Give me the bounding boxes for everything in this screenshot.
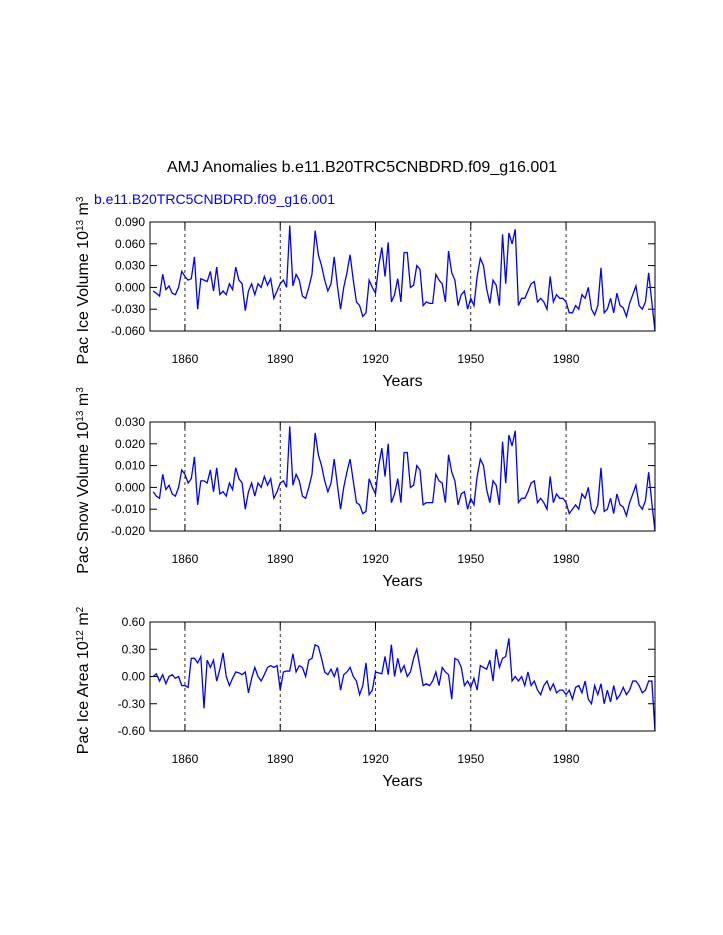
y-axis-label: Pac Ice Volume 1013 m3 xyxy=(75,196,93,364)
plot-frame xyxy=(149,421,656,532)
x-axis-label: Years xyxy=(382,773,422,790)
x-tick-label: 1890 xyxy=(267,752,294,766)
y-tick-label: 0.030 xyxy=(115,259,145,273)
x-tick-label: 1980 xyxy=(553,552,580,566)
x-tick-label: 1980 xyxy=(553,352,580,366)
x-tick-label: 1950 xyxy=(457,352,484,366)
y-tick-label: -0.060 xyxy=(111,324,145,338)
chart-title: AMJ Anomalies b.e11.B20TRC5CNBDRD.f09_g1… xyxy=(167,159,557,176)
chart-subtitle: b.e11.B20TRC5CNBDRD.f09_g16.001 xyxy=(94,191,335,207)
panel: 1860 1890 1920 1950 1980 0.090 0.060 0.030 0.000… xyxy=(75,196,656,390)
x-axis-label: Years xyxy=(382,573,422,590)
y-tick-label: 0.060 xyxy=(115,237,145,251)
x-tick-label: 1920 xyxy=(362,352,389,366)
y-tick-label: 0.60 xyxy=(122,615,146,629)
y-axis-label-part: 2 xyxy=(75,606,86,612)
data-line xyxy=(152,638,656,732)
y-axis-label: Pac Snow Volume 1013 m3 xyxy=(75,387,93,574)
y-axis-label-part: Pac Ice Area 10 xyxy=(75,641,92,754)
y-tick-label: 0.020 xyxy=(115,437,145,451)
x-tick-label: 1860 xyxy=(172,752,199,766)
y-tick-label: -0.010 xyxy=(111,502,145,516)
y-axis-label-part: 3 xyxy=(75,196,86,202)
y-tick-label: -0.030 xyxy=(111,302,145,316)
plot-frame xyxy=(149,621,656,732)
y-axis-label-part: m xyxy=(75,612,92,630)
y-tick-label: 0.30 xyxy=(122,642,146,656)
y-tick-label: 0.090 xyxy=(115,215,145,229)
x-tick-label: 1890 xyxy=(267,352,294,366)
x-tick-label: 1980 xyxy=(553,752,580,766)
data-line xyxy=(152,426,656,532)
y-axis-label-part: 13 xyxy=(75,410,86,422)
y-axis-label-part: m xyxy=(75,393,92,411)
y-axis-label: Pac Ice Area 1012 m2 xyxy=(75,606,93,754)
y-tick-label: 0.000 xyxy=(115,480,145,494)
y-tick-label: -0.60 xyxy=(118,724,146,738)
x-tick-label: 1920 xyxy=(362,752,389,766)
y-axis-label-part: m xyxy=(75,202,92,220)
x-axis-label: Years xyxy=(382,373,422,390)
panel: 1860 1890 1920 1950 1980 0.030 0.020 0.010 0.000… xyxy=(75,387,656,590)
y-tick-label: 0.030 xyxy=(115,415,145,429)
x-tick-label: 1860 xyxy=(172,352,199,366)
y-axis-label-part: Pac Ice Volume 10 xyxy=(75,231,92,365)
plot-frame xyxy=(149,221,656,332)
x-tick-label: 1950 xyxy=(457,552,484,566)
x-tick-label: 1890 xyxy=(267,552,294,566)
y-tick-label: -0.020 xyxy=(111,524,145,538)
x-tick-label: 1860 xyxy=(172,552,199,566)
y-tick-label: 0.00 xyxy=(122,670,146,684)
y-axis-label-part: 3 xyxy=(75,387,86,393)
panel: 1860 1890 1920 1950 1980 0.60 0.30 0.00 -0.30 -0.… xyxy=(75,606,656,790)
y-axis-label-part: 13 xyxy=(75,219,86,231)
y-tick-label: 0.000 xyxy=(115,280,145,294)
y-axis-label-part: Pac Snow Volume 10 xyxy=(75,422,92,574)
y-axis-label-part: 12 xyxy=(75,630,86,642)
x-tick-label: 1950 xyxy=(457,752,484,766)
x-tick-label: 1920 xyxy=(362,552,389,566)
y-tick-label: -0.30 xyxy=(118,697,146,711)
y-tick-label: 0.010 xyxy=(115,459,145,473)
data-line xyxy=(152,225,656,332)
